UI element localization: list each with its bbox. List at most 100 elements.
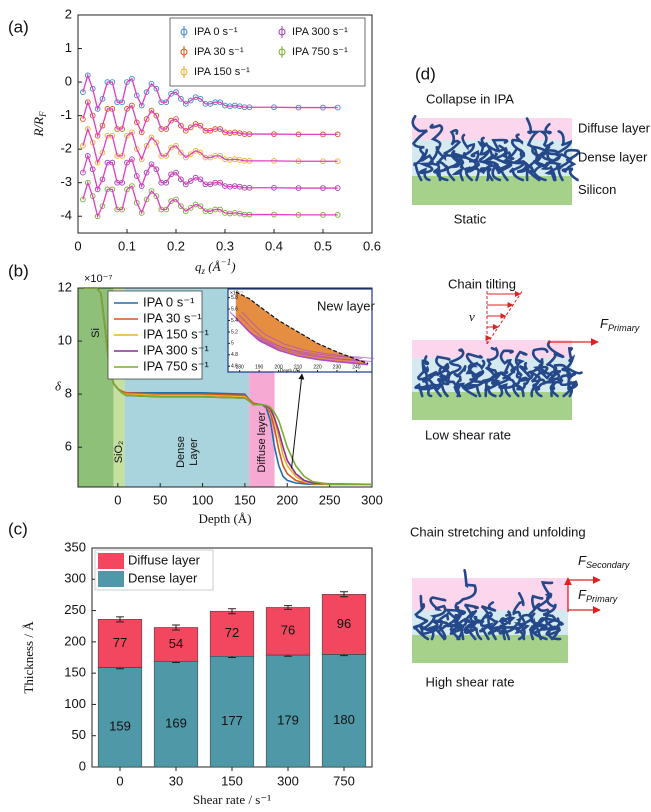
inset-x-tick-label: 180 (236, 364, 245, 370)
y-tick-label: -3 (60, 174, 72, 189)
data-point (187, 204, 194, 211)
data-point (138, 102, 145, 109)
data-point (173, 169, 179, 176)
x-tick-label: 0.6 (363, 238, 381, 253)
data-point (168, 198, 174, 204)
data-point (138, 183, 145, 189)
polymer-chain (452, 569, 477, 641)
layer-label: Dense layer (578, 149, 648, 164)
y-tick-label: -4 (60, 208, 72, 223)
error-bar (284, 605, 292, 610)
x-tick-label: 0 (74, 238, 81, 253)
legend-marker (180, 68, 188, 76)
data-point (182, 208, 189, 215)
data-point (80, 116, 86, 122)
region-label-line: Dense (175, 436, 187, 468)
inset-x-tick-label: 210 (294, 364, 303, 370)
inset-x-tick-label: 240 (352, 364, 361, 370)
data-point (84, 179, 91, 186)
scene-caption: High shear rate (426, 674, 515, 689)
inset-x-tick-label: 190 (255, 364, 264, 370)
polymer-chain (490, 349, 514, 398)
inset-multiplier: ×10⁻⁷ (230, 290, 243, 296)
y-tick-label: 100 (64, 696, 86, 711)
y-tick-label: 150 (64, 665, 86, 680)
data-point (80, 89, 86, 95)
data-point (84, 72, 91, 79)
legend-swatch (98, 553, 124, 569)
region-label-line: Diffuse layer (256, 411, 268, 472)
x-tick-label: 150 (234, 492, 256, 507)
panel-label: (b) (8, 261, 29, 280)
polymer-chain (561, 148, 581, 182)
polymer-chain (446, 348, 465, 398)
bar-value-label: 177 (221, 713, 243, 728)
data-point (197, 95, 204, 102)
data-point (197, 203, 204, 210)
error-bar (228, 608, 236, 615)
region-label: SiO₂ (113, 441, 125, 464)
inset-y-tick-label: 5.6 (231, 306, 238, 312)
polymer-chain (476, 601, 497, 641)
force-label: FPrimary (578, 587, 618, 604)
bar-value-label: 169 (165, 716, 187, 731)
data-point (182, 181, 189, 188)
panel-label: (d) (415, 64, 436, 83)
y-tick-label: 10 (58, 333, 72, 348)
y-tick-label: 6 (65, 439, 72, 454)
panel-label: (a) (8, 17, 29, 36)
silicon-layer (412, 392, 572, 420)
data-point (192, 121, 199, 127)
polymer-chain (505, 133, 526, 182)
y-axis-label-part: F (38, 111, 48, 118)
bar-value-label: 96 (337, 616, 351, 631)
y-tick-label: 250 (64, 602, 86, 617)
x-tick-label: 150 (221, 773, 243, 788)
y-tick-label: 2 (65, 6, 72, 21)
polymer-chain (544, 146, 564, 182)
y-tick-label: 1 (65, 40, 72, 55)
x-axis-label: qz (Å−1) (195, 257, 236, 276)
data-point (197, 149, 204, 156)
chains (412, 569, 565, 641)
data-point (187, 124, 194, 131)
region-label-line: SiO₂ (113, 441, 125, 464)
polymer-chain (412, 594, 430, 641)
force-label-part: Primary (608, 323, 640, 333)
data-point (133, 119, 140, 126)
data-point (99, 176, 106, 183)
data-point (178, 176, 184, 183)
inset-x-tick-label: 200 (274, 364, 283, 370)
x-tick-label: 0.5 (314, 238, 332, 253)
x-axis-label-part: −1 (221, 257, 232, 267)
bar-value-label: 54 (169, 636, 183, 651)
polymer-chain (537, 123, 557, 182)
data-point (178, 95, 184, 102)
region (113, 288, 125, 487)
polymer-chain (417, 364, 438, 398)
inset-x-tick-label: 230 (333, 364, 342, 370)
polymer-chain (464, 150, 481, 182)
data-point (182, 154, 189, 161)
polymer-chain (544, 617, 565, 641)
annotation-arrow (291, 373, 305, 469)
data-point (133, 173, 140, 179)
polymer-chain (464, 359, 486, 398)
data-point (143, 116, 150, 122)
data-point (197, 176, 204, 183)
data-point (168, 171, 174, 178)
legend-marker (278, 48, 286, 56)
force-label-part: Primary (586, 594, 618, 604)
bar-segment (153, 661, 199, 768)
data-point (178, 203, 184, 210)
polymer-chain (417, 148, 434, 182)
bar-segment (153, 627, 199, 662)
data-point (197, 122, 204, 129)
region-label: Diffuse layer (256, 411, 268, 472)
data-point (133, 199, 140, 206)
data-point (143, 196, 150, 203)
data-point (148, 107, 155, 114)
x-tick-label: 0 (116, 773, 123, 788)
data-point (192, 94, 199, 101)
